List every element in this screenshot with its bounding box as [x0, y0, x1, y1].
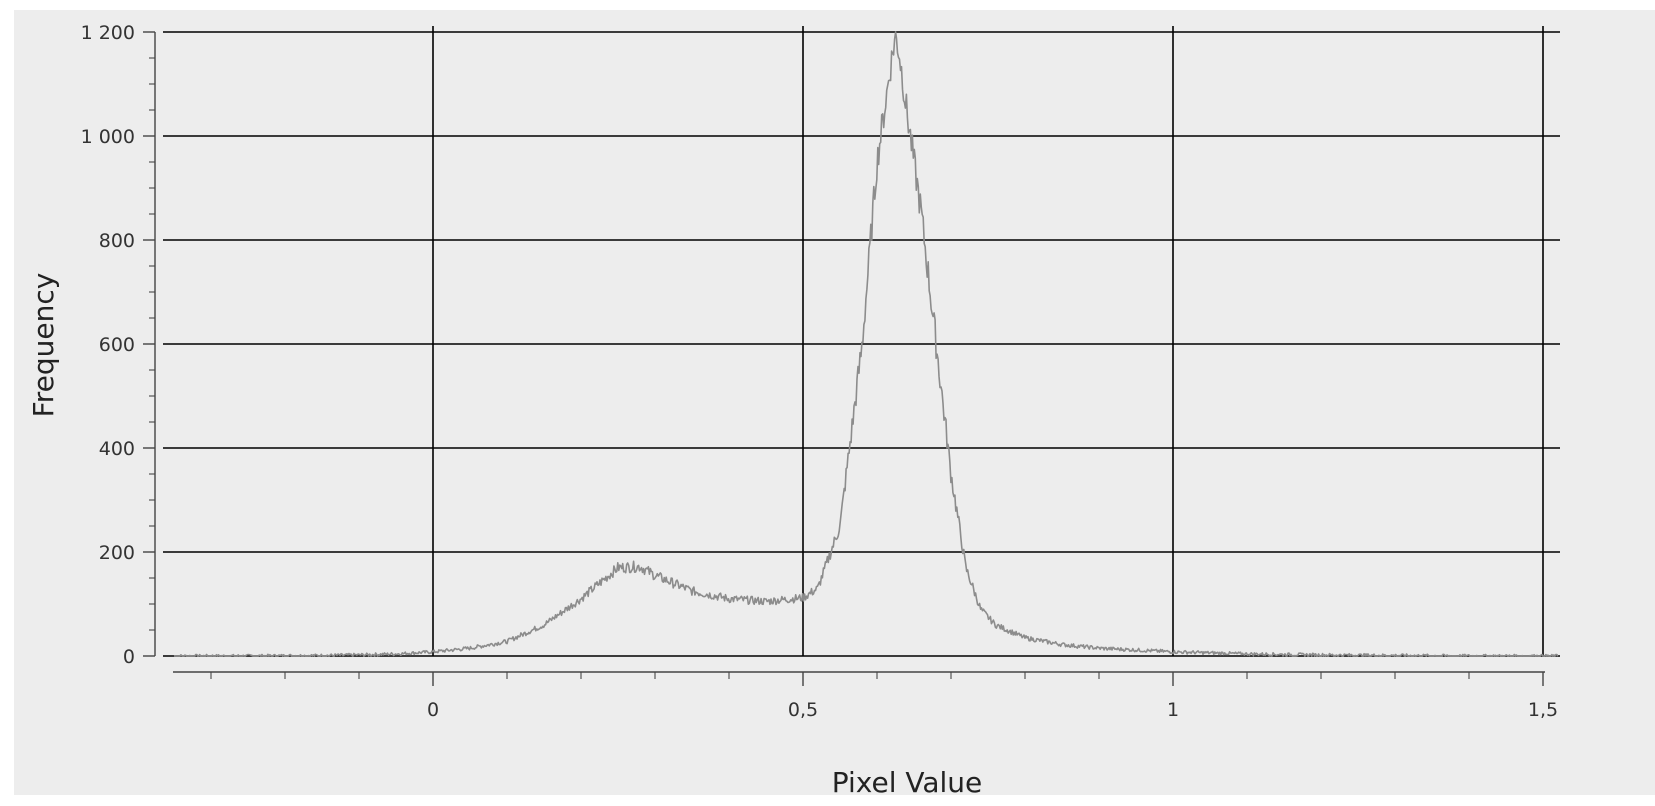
y-axis-title: Frequency	[27, 273, 60, 418]
series-layer	[173, 31, 1559, 657]
y-tick-label-6: 1 200	[81, 22, 135, 44]
x-axis: 0 0,5 1 1,5	[173, 671, 1558, 721]
y-tick-label-2: 400	[99, 438, 135, 460]
plot-background	[14, 10, 1655, 795]
x-tick-label-1: 0,5	[788, 699, 818, 721]
y-tick-label-0: 0	[123, 646, 135, 668]
y-tick-label-5: 1 000	[81, 126, 135, 148]
x-tick-label-2: 1	[1167, 699, 1179, 721]
y-tick-label-3: 600	[99, 334, 135, 356]
grid-lines	[163, 26, 1560, 657]
x-tick-label-3: 1,5	[1528, 699, 1558, 721]
series-line-0	[173, 31, 1559, 657]
y-tick-label-1: 200	[99, 542, 135, 564]
y-tick-label-4: 800	[99, 230, 135, 252]
x-tick-label-0: 0	[427, 699, 439, 721]
y-axis: 0 200 400 600 800 1 000 1 200	[81, 22, 156, 668]
x-axis-title: Pixel Value	[832, 766, 983, 799]
